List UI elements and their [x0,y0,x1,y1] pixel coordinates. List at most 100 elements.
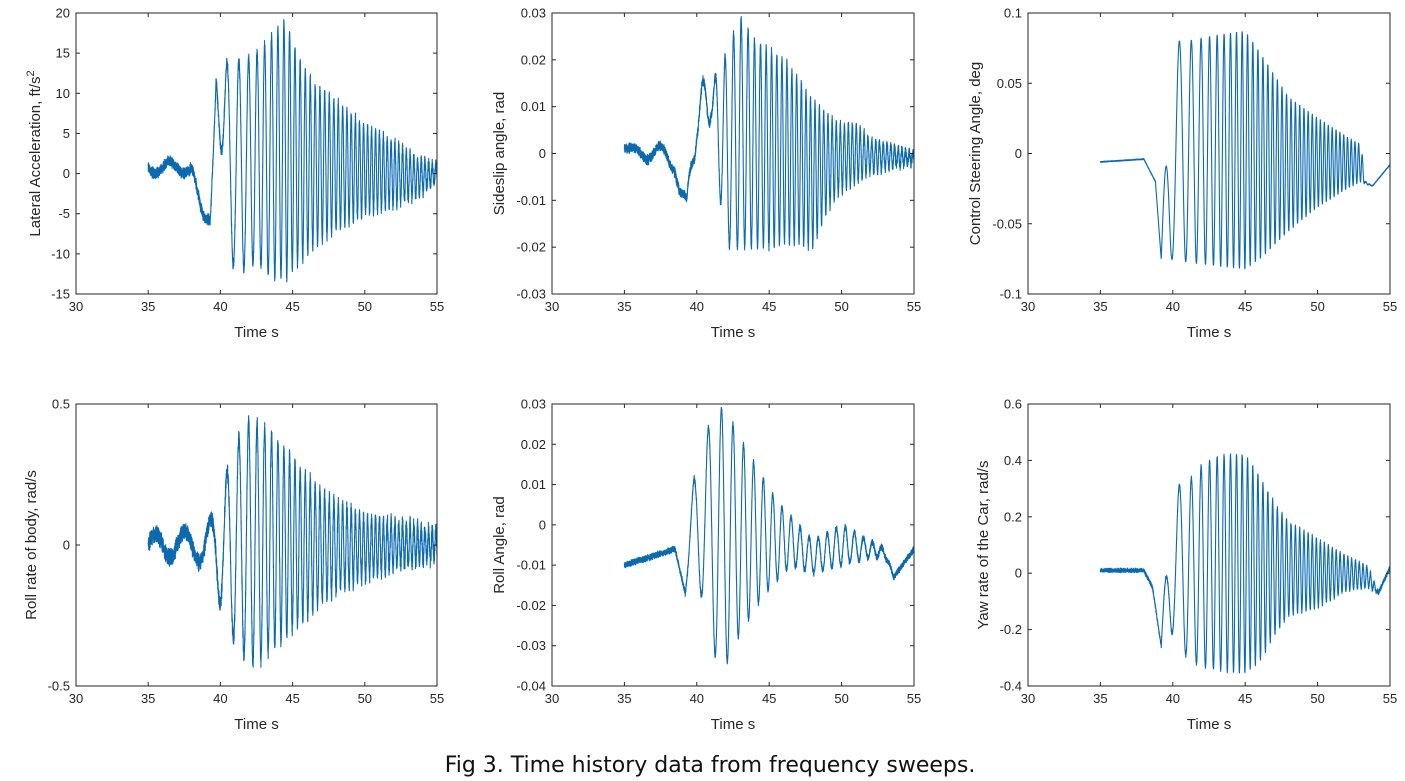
y-tick-label: -0.5 [48,679,70,694]
y-tick-label: 10 [56,86,70,101]
subplot-4: 30 35 40 45 50 55 -0.5 0 0.5 Time s Roll rate of b… [23,397,444,734]
subplot-3: 30 35 40 45 50 55 -0.1 -0.05 0 0.05 0.1 Time s Contr… [967,6,1397,342]
y-tick-label: 0.5 [52,397,70,412]
y-tick-label: 0.05 [997,76,1022,91]
y-axis-label: Control Steering Angle, deg [967,62,984,245]
x-tick-label: 30 [1021,691,1035,706]
plot-frame [1027,403,1391,687]
y-tick-label: -5 [58,206,70,221]
x-axis-label: Time s [234,324,278,341]
series-line [1099,453,1391,674]
y-tick-label: 0.03 [521,397,546,412]
y-tick-label: -0.03 [516,638,546,653]
x-tick-label: 35 [617,691,631,706]
x-tick-label: 40 [1166,691,1180,706]
x-tick-label: 40 [690,691,704,706]
y-tick-label: 0 [1015,146,1022,161]
y-tick-label: -0.2 [1000,622,1022,637]
series-line [623,16,915,252]
subplot-2: 30 35 40 45 50 55 -0.03 -0.02 -0.01 0 0.01 0.02 0.03… [491,6,921,342]
series-line [147,415,438,668]
y-tick-label: 0.02 [521,437,546,452]
x-tick-label: 45 [1238,691,1252,706]
y-tick-label: -0.02 [516,598,546,613]
x-tick-label: 35 [1093,299,1107,314]
figure-caption: Fig 3. Time history data from frequency … [445,753,976,778]
y-tick-label: 0.2 [1004,509,1022,524]
x-tick-label: 40 [690,299,704,314]
y-tick-label: 0.01 [521,99,546,114]
y-axis-label: Roll Angle, rad [491,496,508,594]
x-tick-label: 30 [1021,299,1035,314]
y-tick-label: 0.01 [521,477,546,492]
x-tick-label: 40 [213,299,227,314]
subplot-grid: 30 35 40 45 50 55 -15 -10 -5 0 5 10 15 20 Time s Latera… [23,6,1397,734]
x-axis-label: Time s [1187,716,1231,733]
x-tick-label: 55 [907,691,921,706]
y-tick-label: 5 [63,126,70,141]
y-tick-label: -15 [51,287,70,302]
y-axis-label: Yaw rate of the Car, rad/s [975,461,992,630]
x-tick-label: 30 [69,691,83,706]
plot-frame [75,12,438,295]
x-tick-label: 35 [617,299,631,314]
subplot-6: 30 35 40 45 50 55 -0.4 -0.2 0 0.2 0.4 0.6 Time s Yaw … [975,397,1397,734]
y-tick-label: -0.03 [516,287,546,302]
x-tick-label: 50 [1310,691,1324,706]
x-axis-label: Time s [711,716,755,733]
x-tick-label: 30 [69,299,83,314]
y-tick-label: -0.4 [1000,679,1022,694]
y-tick-label: -10 [51,246,70,261]
x-tick-label: 45 [285,691,299,706]
y-tick-label: -0.04 [516,679,546,694]
x-tick-label: 50 [358,691,372,706]
y-tick-label: 0 [63,166,70,181]
y-tick-label: 0.1 [1004,6,1022,21]
x-tick-label: 50 [834,691,848,706]
x-tick-label: 55 [1383,691,1397,706]
y-axis-label: Sideslip angle, rad [491,92,508,215]
x-axis-label: Time s [711,324,755,341]
x-tick-label: 50 [1310,299,1324,314]
x-tick-label: 45 [1238,299,1252,314]
y-tick-label: 0 [1015,566,1022,581]
y-tick-label: -0.05 [992,216,1022,231]
series-line [1099,31,1391,270]
y-tick-label: -0.1 [1000,287,1022,302]
x-axis-label: Time s [234,716,278,733]
x-tick-label: 35 [141,299,155,314]
x-tick-label: 40 [1166,299,1180,314]
subplot-1: 30 35 40 45 50 55 -15 -10 -5 0 5 10 15 20 Time s Latera… [25,6,444,342]
y-axis-label: Roll rate of body, rad/s [23,470,40,620]
x-tick-label: 55 [430,299,444,314]
y-tick-label: -0.02 [516,240,546,255]
x-tick-label: 35 [141,691,155,706]
y-tick-label: 0.6 [1004,397,1022,412]
series-line [147,19,438,283]
x-tick-label: 50 [834,299,848,314]
series-line [623,406,915,665]
x-tick-label: 30 [545,691,559,706]
subplot-5: 30 35 40 45 50 55 -0.04 -0.03 -0.02 -0.01 0 0.01 0.0… [491,397,921,734]
x-tick-label: 35 [1093,691,1107,706]
y-tick-label: 0 [539,146,546,161]
y-tick-label: 0 [539,517,546,532]
x-tick-label: 30 [545,299,559,314]
y-tick-label: 15 [56,46,70,61]
y-axis-label: Lateral Acceleration, ft/s2 [25,70,44,236]
y-tick-label: 0.02 [521,52,546,67]
x-tick-label: 55 [1383,299,1397,314]
x-tick-label: 50 [358,299,372,314]
x-tick-label: 40 [213,691,227,706]
y-tick-label: 20 [56,6,70,21]
y-tick-label: -0.01 [516,193,546,208]
plot-frame [551,403,915,687]
y-tick-label: 0.4 [1004,453,1022,468]
x-tick-label: 45 [762,691,776,706]
x-tick-label: 55 [907,299,921,314]
y-tick-label: -0.01 [516,558,546,573]
x-tick-label: 45 [285,299,299,314]
x-tick-label: 55 [430,691,444,706]
y-tick-label: 0 [63,538,70,553]
